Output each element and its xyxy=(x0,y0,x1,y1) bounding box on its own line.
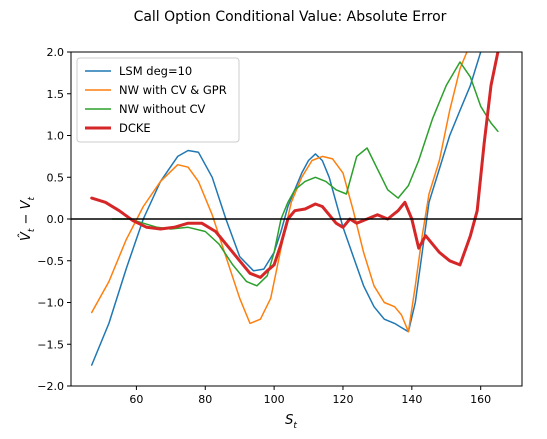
legend-label-dcke: DCKE xyxy=(119,121,151,135)
legend-box xyxy=(76,57,240,143)
x-axis-label-main: S xyxy=(285,413,293,428)
y-axis-label-sub1: t xyxy=(27,228,37,232)
series-line-dcke xyxy=(90,52,500,279)
axes: 60 80 100 120 140 160 −2.0 −1.5 −1.0 −0.5 0.0 0.5 1.… xyxy=(37,46,491,406)
y-tick-label: 0.5 xyxy=(47,171,65,184)
x-tick-label: 120 xyxy=(332,393,353,406)
y-axis-label-v: V xyxy=(19,199,34,209)
y-tick-label: 0.0 xyxy=(47,213,65,226)
y-tick-label: 2.0 xyxy=(47,46,65,59)
x-tick-label: 160 xyxy=(470,393,491,406)
y-axis-label-vhat: V̂ xyxy=(19,231,34,241)
y-tick-label: −2.0 xyxy=(37,380,64,393)
plot-frame xyxy=(70,51,523,387)
legend-label-nw-without-cv: NW without CV xyxy=(119,102,206,116)
x-axis-label: St xyxy=(285,413,297,431)
y-tick-label: −1.5 xyxy=(37,338,64,351)
y-tick-label: 1.0 xyxy=(47,130,65,143)
y-axis-label: V̂t − Vt xyxy=(19,197,37,242)
series-line-nw-without-cv xyxy=(111,61,499,287)
y-axis-label-text: V̂t − Vt xyxy=(19,197,37,242)
y-axis-label-minus: − xyxy=(19,209,34,228)
x-tick-label: 80 xyxy=(198,393,212,406)
y-tick-label: −1.0 xyxy=(37,297,64,310)
chart-title: Call Option Conditional Value: Absolute … xyxy=(134,9,447,25)
series-line-nw-with-cv-gpr xyxy=(90,52,468,333)
axes-frame xyxy=(70,51,523,387)
series-line-lsm-deg-10 xyxy=(90,52,482,366)
plot-area xyxy=(71,52,522,366)
x-tick-label: 60 xyxy=(129,393,143,406)
x-tick-label: 140 xyxy=(401,393,422,406)
legend-label-lsm-deg-10: LSM deg=10 xyxy=(119,64,192,78)
legend-label-nw-with-cv-gpr: NW with CV & GPR xyxy=(119,83,227,97)
y-axis-label-sub2: t xyxy=(27,197,37,201)
y-tick-label: 1.5 xyxy=(47,88,65,101)
y-tick-label: −0.5 xyxy=(37,255,64,268)
legend: LSM deg=10 NW with CV & GPR NW without CV D… xyxy=(76,57,240,143)
x-axis-label-sub: t xyxy=(293,421,297,431)
x-tick-label: 100 xyxy=(264,393,285,406)
